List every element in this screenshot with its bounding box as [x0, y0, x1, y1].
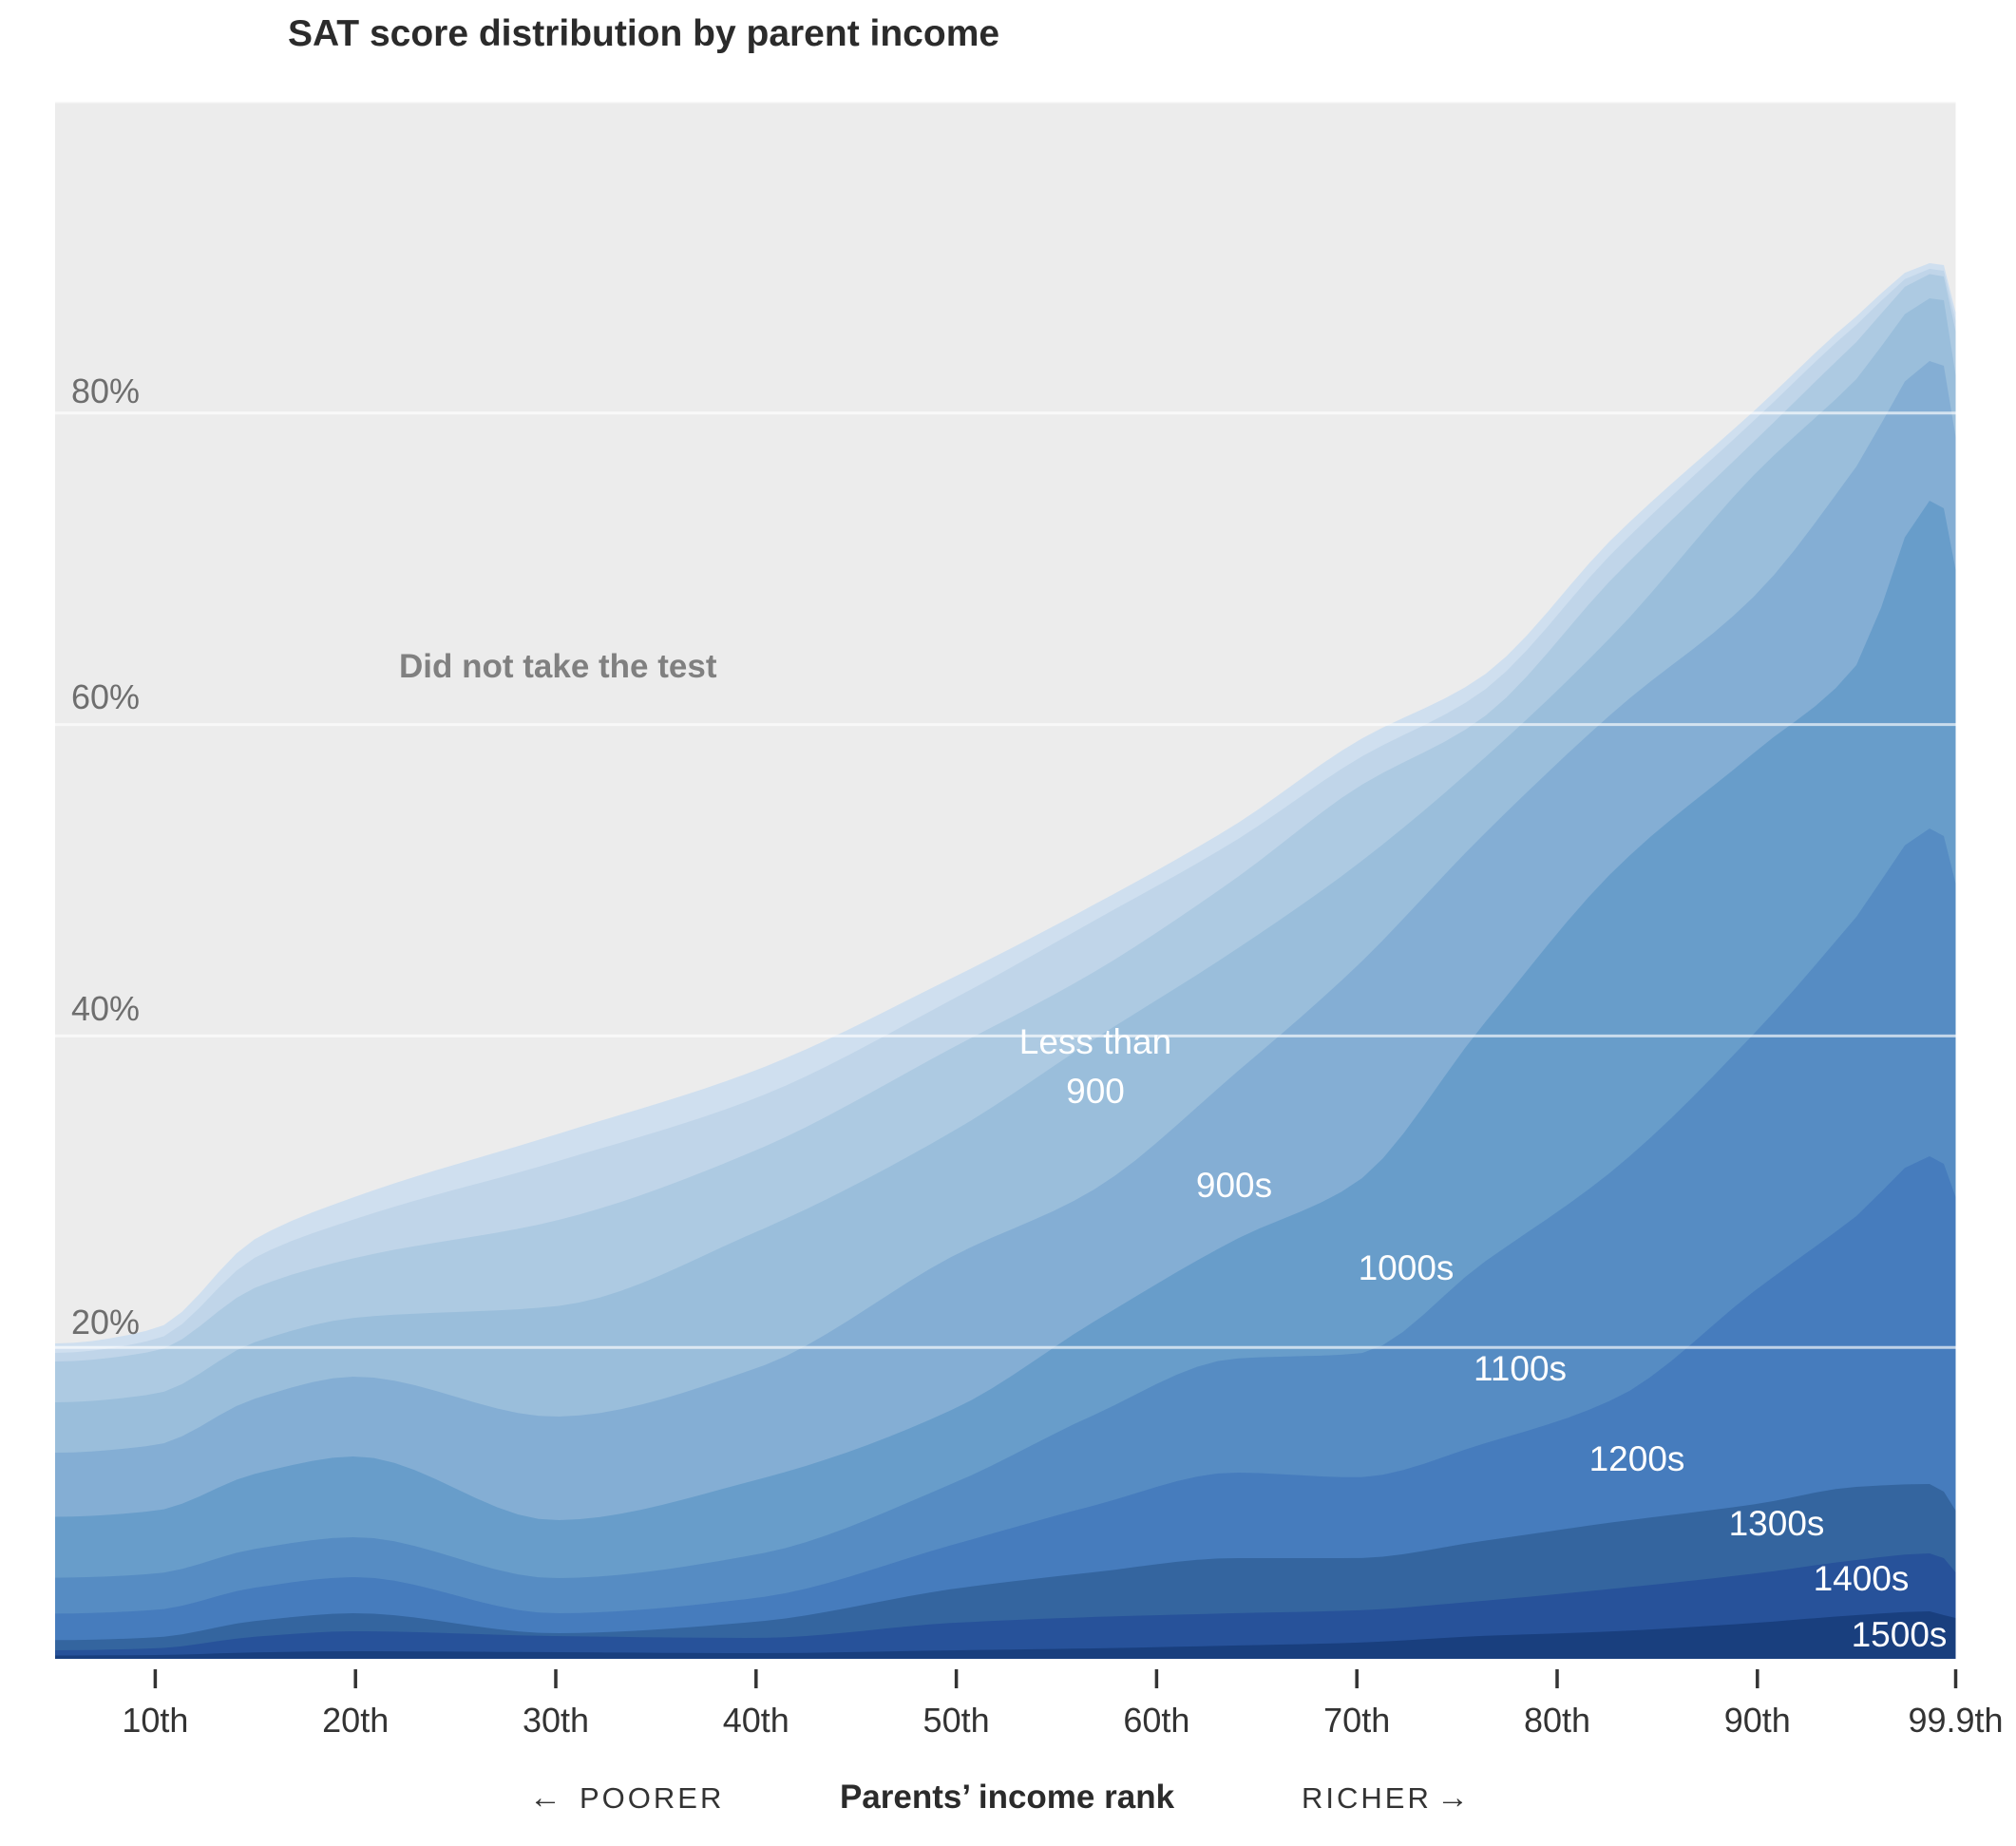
- svg-text:70th: 70th: [1323, 1701, 1390, 1740]
- svg-text:Did not take the test: Did not take the test: [399, 648, 717, 685]
- svg-text:80th: 80th: [1524, 1701, 1590, 1740]
- svg-text:80%: 80%: [71, 371, 140, 410]
- svg-text:20th: 20th: [322, 1701, 389, 1740]
- svg-text:1300s: 1300s: [1729, 1504, 1825, 1543]
- svg-text:SAT score distribution by pare: SAT score distribution by parent income: [288, 13, 999, 54]
- svg-text:40th: 40th: [723, 1701, 789, 1740]
- svg-text:900s: 900s: [1196, 1166, 1272, 1205]
- svg-text:Parents’ income rank: Parents’ income rank: [840, 1779, 1175, 1816]
- svg-text:1000s: 1000s: [1359, 1248, 1455, 1287]
- svg-text:→: →: [1436, 1779, 1469, 1816]
- svg-text:20%: 20%: [71, 1303, 140, 1342]
- svg-text:60th: 60th: [1123, 1701, 1189, 1740]
- svg-text:90th: 90th: [1724, 1701, 1791, 1740]
- svg-text:POORER: POORER: [580, 1781, 724, 1815]
- svg-text:1200s: 1200s: [1589, 1439, 1685, 1478]
- svg-text:30th: 30th: [523, 1701, 589, 1740]
- svg-text:1400s: 1400s: [1814, 1559, 1910, 1598]
- svg-text:Less than: Less than: [1019, 1022, 1171, 1061]
- svg-text:99.9th: 99.9th: [1908, 1701, 2003, 1740]
- svg-text:RICHER: RICHER: [1302, 1781, 1432, 1815]
- svg-text:60%: 60%: [71, 677, 140, 716]
- svg-text:←: ←: [529, 1779, 561, 1816]
- svg-text:900: 900: [1066, 1072, 1125, 1111]
- svg-text:1100s: 1100s: [1474, 1349, 1567, 1388]
- svg-text:10th: 10th: [122, 1701, 188, 1740]
- svg-text:1500s: 1500s: [1852, 1615, 1948, 1654]
- svg-text:40%: 40%: [71, 989, 140, 1028]
- svg-text:50th: 50th: [923, 1701, 990, 1740]
